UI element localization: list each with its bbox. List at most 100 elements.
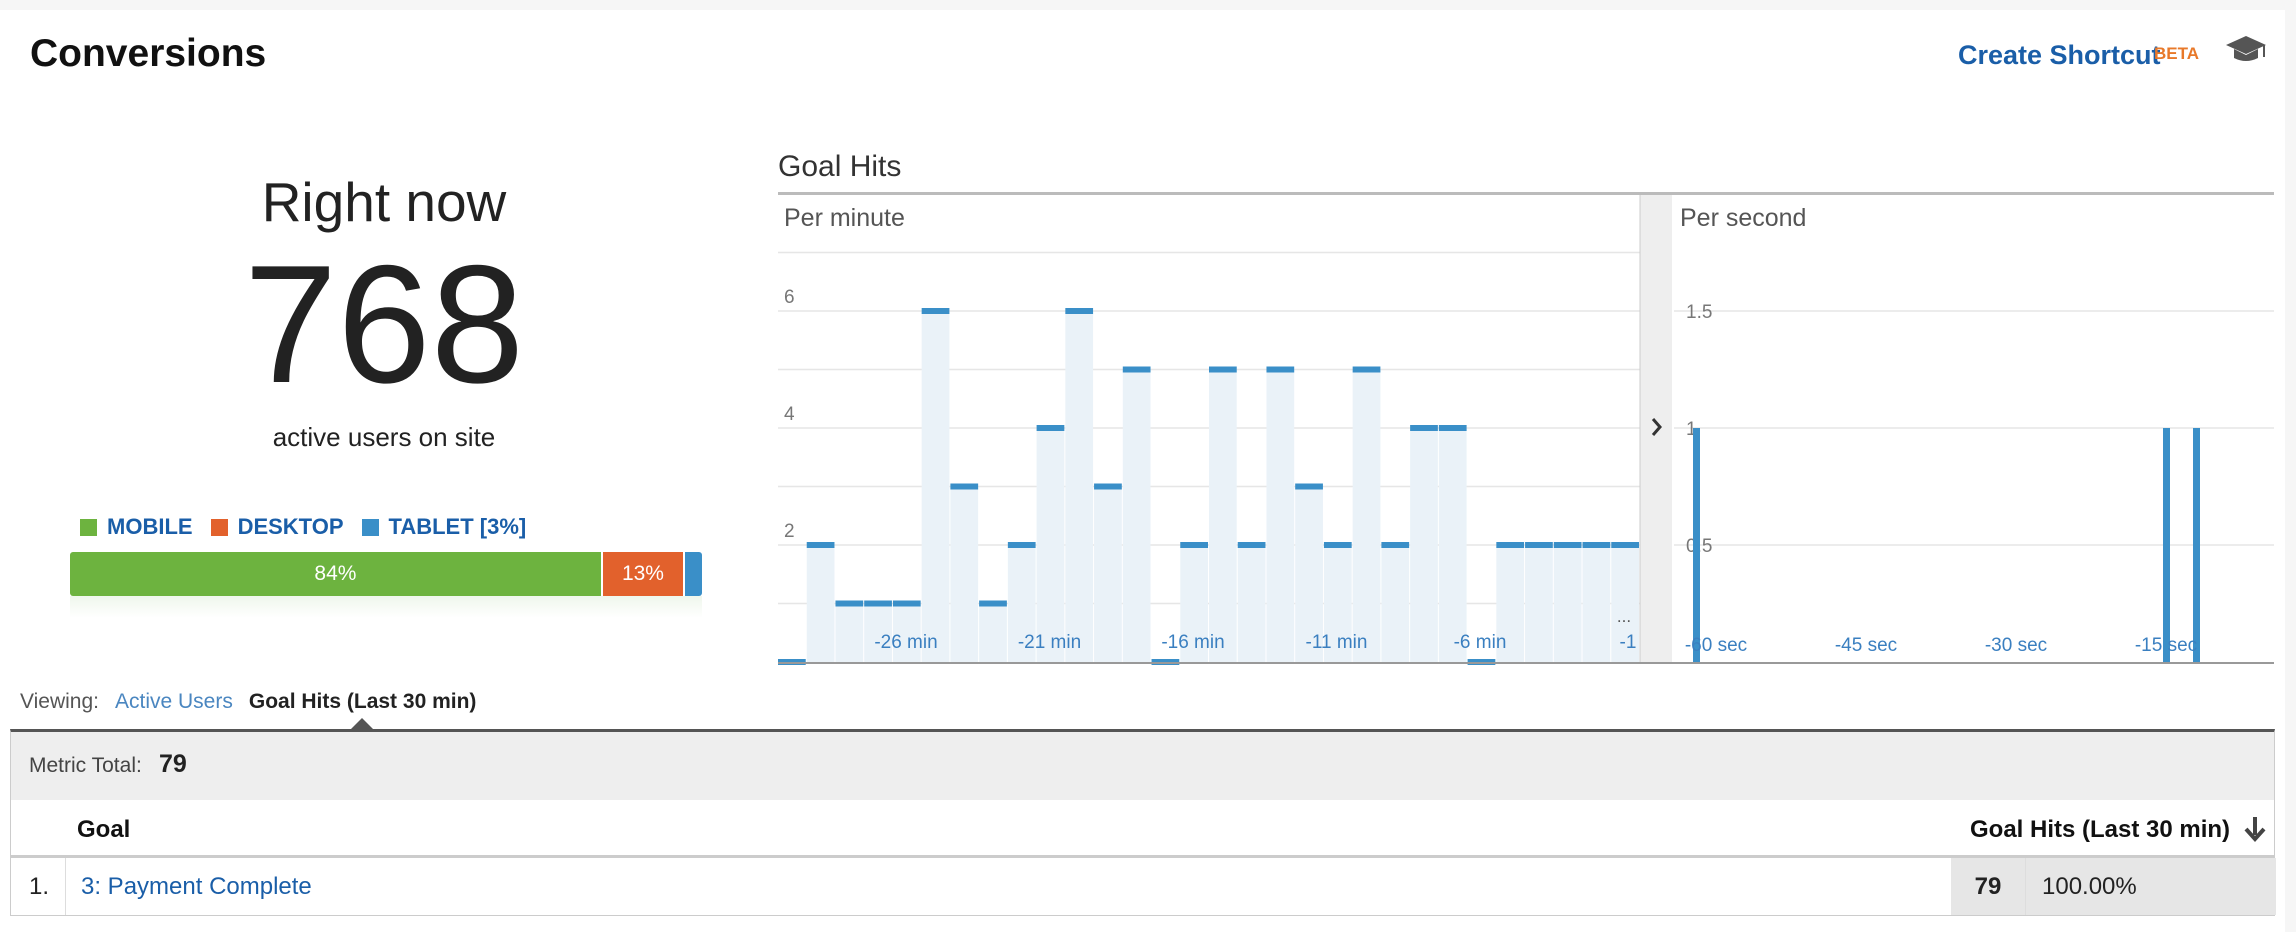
per-minute-title: Per minute	[784, 204, 905, 232]
legend-desktop: DESKTOP	[210, 514, 344, 540]
per-minute-bar-fill	[1209, 369, 1237, 662]
per-minute-bar-fill	[1266, 369, 1295, 662]
per-minute-x-tick: -26 min	[874, 632, 937, 653]
per-minute-bar	[921, 308, 950, 314]
per-minute-bar	[1295, 483, 1323, 490]
row-goal-hits: 79	[1951, 858, 2025, 915]
per-minute-bar	[1266, 366, 1295, 373]
per-minute-bar	[864, 600, 892, 607]
device-segment-mobile: 84%	[70, 552, 601, 596]
per-minute-y-tick: 2	[784, 521, 795, 542]
per-minute-bar-fill	[979, 603, 1007, 662]
per-minute-bar	[950, 483, 979, 490]
per-minute-bar	[806, 542, 835, 548]
expand-chevron-icon	[1651, 418, 1662, 436]
viewing-label: Viewing:	[20, 690, 99, 713]
table-row: 1. 3: Payment Complete 79 100.00%	[10, 858, 2276, 916]
viewing-active-users-link[interactable]: Active Users	[115, 690, 233, 713]
per-minute-bar	[1611, 542, 1639, 548]
per-minute-bar-fill	[1582, 545, 1611, 662]
active-users-caption: active users on site	[272, 422, 496, 452]
per-minute-bar	[892, 600, 921, 607]
legend-mobile-label: MOBILE	[107, 514, 193, 539]
per-minute-bar	[1553, 542, 1582, 548]
per-minute-bar-fill	[864, 603, 892, 662]
active-users-count: 768	[243, 230, 525, 418]
legend-tablet: TABLET [3%]	[361, 514, 527, 540]
row-percent: 100.00%	[2025, 858, 2276, 915]
goal-link[interactable]: 3: Payment Complete	[81, 873, 312, 900]
viewing-selector: Viewing: Active Users Goal Hits (Last 30…	[20, 690, 476, 714]
per-minute-bar	[1410, 425, 1438, 431]
per-second-x-tick: -15 sec	[2135, 635, 2197, 656]
per-minute-bar-fill	[892, 603, 921, 662]
per-minute-bar	[979, 600, 1007, 607]
per-minute-bar	[1438, 425, 1467, 431]
legend-desktop-label: DESKTOP	[237, 514, 344, 539]
mobile-swatch	[80, 518, 97, 536]
per-minute-bar-fill	[1553, 545, 1582, 662]
graduation-cap-icon[interactable]	[2224, 34, 2268, 64]
per-second-title: Per second	[1680, 204, 1806, 232]
device-segment-desktop: 13%	[600, 552, 684, 596]
sort-descending-icon[interactable]	[2244, 814, 2266, 844]
table-header: Goal Goal Hits (Last 30 min)	[10, 800, 2275, 858]
per-minute-bar	[1094, 483, 1122, 490]
per-minute-bar-fill	[1525, 545, 1553, 662]
per-minute-y-tick: 4	[784, 404, 795, 425]
per-minute-bar-fill	[1180, 545, 1208, 662]
create-shortcut-link[interactable]: Create Shortcut	[1958, 40, 2161, 70]
conversions-page: Conversions Create Shortcut BETA Right n…	[0, 10, 2285, 932]
column-header-goal[interactable]: Goal	[77, 816, 131, 843]
per-minute-bar-fill	[1036, 428, 1065, 662]
right-now-heading: Right now	[261, 171, 507, 233]
per-second-x-tick: -30 sec	[1985, 635, 2047, 656]
per-minute-bar-fill	[1438, 428, 1467, 662]
per-minute-bar	[1237, 542, 1266, 548]
per-minute-x-tick: -21 min	[1018, 632, 1081, 653]
column-header-goal-hits[interactable]: Goal Hits (Last 30 min)	[1970, 816, 2231, 843]
per-minute-bar-fill	[1410, 428, 1438, 662]
per-minute-ellipsis: ...	[1617, 607, 1631, 626]
per-minute-bar	[1352, 366, 1381, 373]
per-minute-x-tick: -11 min	[1306, 632, 1368, 653]
per-minute-bar-fill	[1065, 311, 1094, 662]
legend-mobile: MOBILE	[80, 514, 193, 540]
per-minute-bar-fill	[1237, 545, 1266, 662]
per-second-x-tick: -60 sec	[1685, 635, 1747, 656]
per-minute-bar	[1323, 542, 1352, 548]
goal-hits-title: Goal Hits	[778, 150, 902, 183]
legend-tablet-label: TABLET [3%]	[388, 514, 527, 539]
per-minute-bar-fill	[1323, 545, 1352, 662]
per-minute-bar-fill	[1611, 545, 1639, 662]
device-legend: MOBILE DESKTOP TABLET [3%]	[80, 514, 526, 540]
per-minute-x-tick: -6 min	[1454, 632, 1507, 653]
tablet-swatch	[361, 518, 379, 536]
viewing-goal-hits-selected[interactable]: Goal Hits (Last 30 min)	[248, 690, 477, 713]
chart-baseline	[778, 662, 2274, 664]
per-minute-bar-fill	[1122, 369, 1151, 662]
device-segment-tablet	[683, 552, 702, 596]
per-minute-bar	[1122, 366, 1151, 373]
per-second-x-tick: -45 sec	[1835, 635, 1897, 656]
per-minute-bar	[1496, 542, 1525, 548]
device-bar-reflection	[70, 596, 702, 618]
per-minute-bar-fill	[1295, 486, 1323, 662]
device-share-bar: 84% 13%	[70, 552, 702, 596]
row-index: 1.	[11, 858, 66, 915]
per-minute-bar-fill	[950, 486, 979, 662]
per-minute-bar-fill	[1352, 369, 1381, 662]
per-minute-bar-fill	[1381, 545, 1410, 662]
page-title: Conversions	[30, 32, 267, 75]
per-minute-bar	[1582, 542, 1611, 548]
per-minute-bar	[835, 600, 864, 607]
per-minute-bar	[1065, 308, 1094, 314]
per-minute-bar	[1209, 366, 1237, 373]
per-second-y-tick: 1	[1686, 419, 1697, 440]
chart-top-rule	[778, 192, 2274, 195]
per-minute-bar-fill	[835, 603, 864, 662]
per-minute-bar-fill	[806, 545, 835, 662]
per-second-y-tick: 1.5	[1686, 302, 1712, 323]
per-second-bar	[2193, 428, 2200, 662]
metric-total-bar: Metric Total: 79	[10, 729, 2275, 801]
